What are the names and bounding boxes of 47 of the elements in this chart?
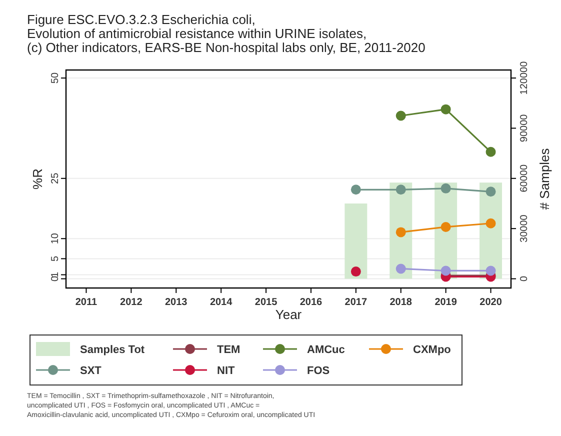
point [396, 227, 406, 238]
y2-axis-title: # Samples [537, 148, 552, 210]
point [486, 266, 496, 276]
legend-label: TEM [217, 344, 240, 356]
x-tick-label: 2014 [210, 297, 233, 308]
x-tick-label: 2015 [254, 297, 278, 308]
legend-label: AMCuc [307, 344, 345, 356]
legend-label: NIT [217, 365, 235, 377]
y2-tick-label: 0 [519, 276, 530, 282]
y-tick-label: 50 [50, 72, 61, 84]
legend-label: Samples Tot [80, 344, 145, 356]
y2-tick-label: 90000 [519, 114, 530, 142]
point [396, 264, 406, 274]
x-tick-label: 2019 [434, 297, 458, 308]
point [396, 184, 406, 195]
x-tick-label: 2013 [165, 297, 188, 308]
y-axis-title: %R [30, 168, 45, 190]
point [396, 110, 406, 121]
x-tick-label: 2017 [344, 297, 368, 308]
point [486, 186, 496, 197]
point [440, 222, 451, 232]
x-tick-label: 2011 [75, 297, 98, 308]
x-tick-label: 2012 [120, 297, 143, 308]
chart-subtitle: Evolution of antimicrobial resistance within URINE isolates, (c) Other indicators, EARS-BE Non-hospital labs only, BE, 2011-2020 [27, 26, 426, 55]
y-tick-label: 25 [50, 172, 61, 184]
legend-label: SXT [80, 365, 102, 377]
x-tick-label: 2020 [480, 297, 502, 308]
point [440, 104, 451, 114]
y2-tick-label: 60000 [519, 164, 530, 192]
x-tick-label: 2018 [390, 297, 412, 308]
legend-label: CXMpo [413, 344, 452, 356]
y2-tick-label: 30000 [519, 214, 530, 242]
point [486, 146, 496, 157]
point [350, 266, 361, 277]
point [486, 218, 496, 228]
x-tick-label: 2016 [300, 297, 323, 308]
y-tick-label: 5 [50, 255, 61, 262]
y2-tick-label: 120000 [519, 60, 530, 95]
y-tick-label: 10 [50, 232, 61, 244]
point [350, 184, 361, 195]
y-tick-label: 0 [50, 276, 61, 282]
x-axis-title: Year [275, 307, 302, 322]
legend-label: FOS [307, 365, 330, 377]
point [440, 183, 451, 194]
chart-title: Figure ESC.EVO.3.2.3 Escherichia coli, [27, 12, 256, 27]
y-tick-label: 1 [50, 272, 61, 278]
point [440, 266, 451, 276]
